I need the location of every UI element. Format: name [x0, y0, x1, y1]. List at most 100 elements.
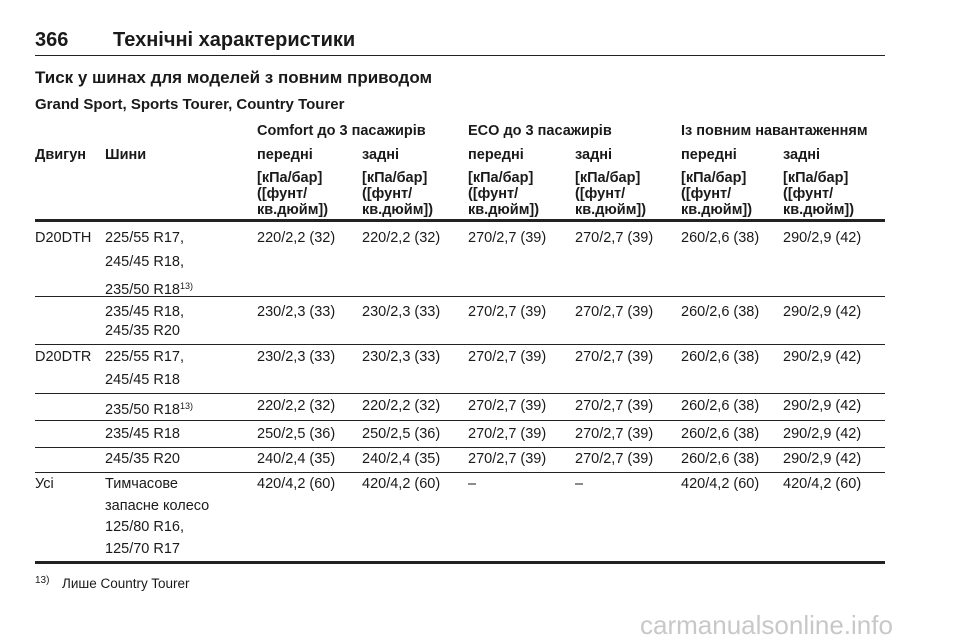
unit: ([фунт/	[468, 186, 519, 202]
unit: [кПа/бар]	[257, 170, 323, 186]
unit: кв.дюйм])	[681, 202, 753, 218]
rule	[35, 420, 885, 421]
page-number: 366	[35, 29, 69, 51]
unit: [кПа/бар]	[468, 170, 534, 186]
unit: [кПа/бар]	[575, 170, 641, 186]
rule	[35, 296, 885, 297]
column-header: Двигун	[35, 147, 87, 163]
rule	[35, 55, 885, 56]
rule	[35, 472, 885, 473]
pressure: 290/2,9 (42)	[783, 349, 862, 365]
pressure: 220/2,2 (32)	[362, 398, 441, 414]
unit: [кПа/бар]	[681, 170, 747, 186]
pressure: 270/2,7 (39)	[468, 230, 547, 246]
pressure: 270/2,7 (39)	[468, 349, 547, 365]
tire: запасне колесо	[105, 498, 210, 514]
tire: 125/80 R16,	[105, 519, 185, 535]
rule	[35, 344, 885, 345]
unit: ([фунт/	[362, 186, 413, 202]
engine: D20DTH	[35, 230, 92, 246]
pressure: 290/2,9 (42)	[783, 451, 862, 467]
pressure: 220/2,2 (32)	[257, 398, 336, 414]
unit: [кПа/бар]	[783, 170, 849, 186]
pressure: 240/2,4 (35)	[257, 451, 336, 467]
pressure: 250/2,5 (36)	[257, 426, 336, 442]
pressure: 230/2,3 (33)	[362, 349, 441, 365]
unit: ([фунт/	[257, 186, 308, 202]
tire: 235/50 R1813)	[105, 401, 193, 418]
pressure: 420/4,2 (60)	[783, 476, 862, 492]
tire: 245/35 R20	[105, 451, 180, 467]
column-header: передні	[257, 147, 313, 163]
column-header: передні	[468, 147, 524, 163]
tire: Тимчасове	[105, 476, 178, 492]
pressure: 260/2,6 (38)	[681, 426, 760, 442]
pressure: 270/2,7 (39)	[575, 451, 654, 467]
pressure: 270/2,7 (39)	[575, 426, 654, 442]
rule	[35, 219, 885, 222]
pressure: 420/4,2 (60)	[257, 476, 336, 492]
tire: 245/35 R20	[105, 323, 180, 339]
unit: [кПа/бар]	[362, 170, 428, 186]
pressure: 230/2,3 (33)	[257, 349, 336, 365]
pressure: 260/2,6 (38)	[681, 230, 760, 246]
unit: кв.дюйм])	[575, 202, 647, 218]
footnote-marker: 13)	[35, 575, 50, 586]
pressure: 290/2,9 (42)	[783, 230, 862, 246]
pressure: 260/2,6 (38)	[681, 398, 760, 414]
tire: 245/45 R18	[105, 372, 180, 388]
unit: кв.дюйм])	[257, 202, 329, 218]
pressure: 270/2,7 (39)	[468, 398, 547, 414]
column-header: задні	[362, 147, 400, 163]
tire: 225/55 R17,	[105, 230, 185, 246]
rule	[35, 447, 885, 448]
column-header: задні	[783, 147, 821, 163]
engine: Усі	[35, 476, 54, 492]
pressure: 270/2,7 (39)	[575, 398, 654, 414]
section-title: Тиск у шинах для моделей з повним привод…	[35, 68, 433, 87]
group-header: Comfort до 3 пасажирів	[257, 123, 426, 139]
pressure: 290/2,9 (42)	[783, 398, 862, 414]
pressure: –	[575, 476, 584, 492]
pressure: –	[468, 476, 477, 492]
group-header: ECO до 3 пасажирів	[468, 123, 612, 139]
pressure: 220/2,2 (32)	[362, 230, 441, 246]
models: Grand Sport, Sports Tourer, Country Tour…	[35, 96, 345, 113]
pressure: 420/4,2 (60)	[681, 476, 760, 492]
pressure: 270/2,7 (39)	[575, 230, 654, 246]
unit: кв.дюйм])	[362, 202, 434, 218]
pressure: 270/2,7 (39)	[575, 349, 654, 365]
pressure: 230/2,3 (33)	[257, 304, 336, 320]
column-header: передні	[681, 147, 737, 163]
pressure: 290/2,9 (42)	[783, 304, 862, 320]
pressure: 220/2,2 (32)	[257, 230, 336, 246]
pressure: 270/2,7 (39)	[468, 426, 547, 442]
tire: 235/50 R1813)	[105, 281, 193, 298]
rule	[35, 561, 885, 564]
pressure: 260/2,6 (38)	[681, 349, 760, 365]
unit: ([фунт/	[783, 186, 834, 202]
pressure: 240/2,4 (35)	[362, 451, 441, 467]
pressure: 270/2,7 (39)	[575, 304, 654, 320]
pressure: 260/2,6 (38)	[681, 451, 760, 467]
pressure: 290/2,9 (42)	[783, 426, 862, 442]
tire: 235/45 R18	[105, 426, 180, 442]
pressure: 250/2,5 (36)	[362, 426, 441, 442]
tire: 225/55 R17,	[105, 349, 185, 365]
unit: кв.дюйм])	[468, 202, 540, 218]
footnote-ref: 13)	[179, 401, 193, 411]
unit: ([фунт/	[681, 186, 732, 202]
unit: ([фунт/	[575, 186, 626, 202]
unit: кв.дюйм])	[783, 202, 855, 218]
pressure: 420/4,2 (60)	[362, 476, 441, 492]
tire: 125/70 R17	[105, 541, 180, 557]
column-header: задні	[575, 147, 613, 163]
pressure: 230/2,3 (33)	[362, 304, 441, 320]
page-title: Технічні характеристики	[113, 29, 356, 51]
footnote-ref: 13)	[179, 281, 193, 291]
column-header: Шини	[105, 147, 147, 163]
group-header: Із повним навантаженням	[681, 123, 868, 139]
pressure: 270/2,7 (39)	[468, 451, 547, 467]
pressure: 260/2,6 (38)	[681, 304, 760, 320]
